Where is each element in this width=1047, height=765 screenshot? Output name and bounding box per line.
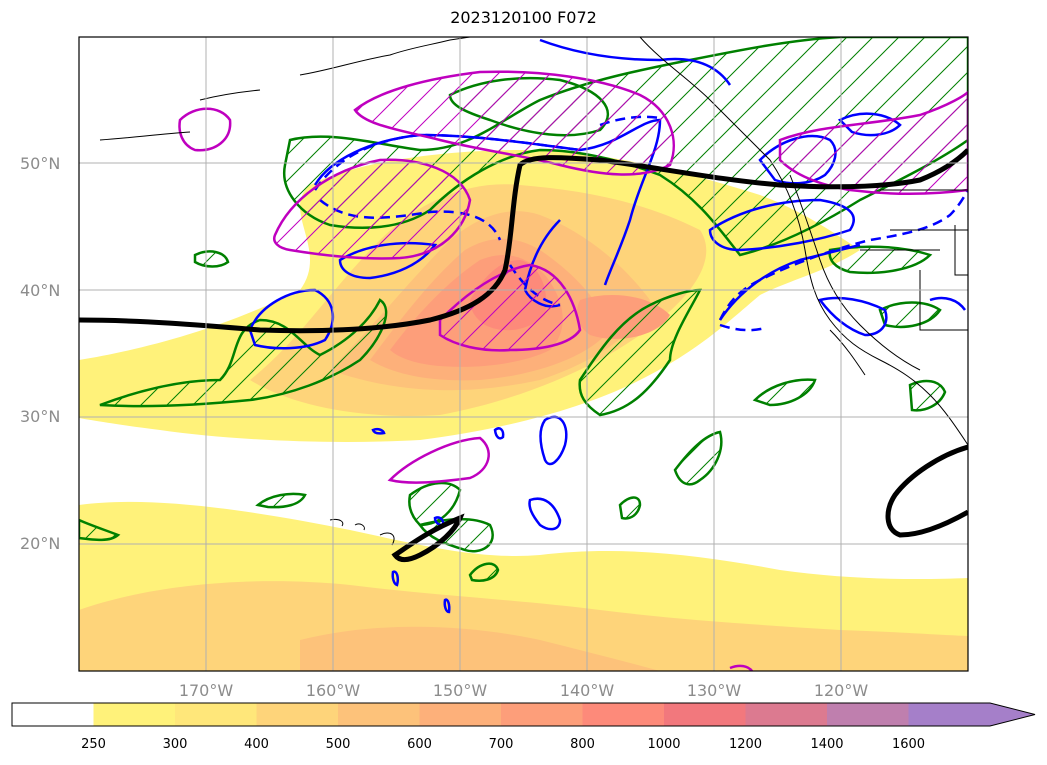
colorbar-segment bbox=[175, 703, 257, 726]
map-frame bbox=[78, 36, 969, 672]
lon-label: 150°W bbox=[432, 681, 488, 700]
lat-label: 30°N bbox=[20, 407, 61, 427]
colorbar-tick-label: 400 bbox=[244, 737, 269, 752]
colorbar-segment bbox=[664, 703, 746, 726]
colorbar-tick-label: 250 bbox=[81, 737, 106, 752]
lon-label: 130°W bbox=[686, 681, 742, 700]
colorbar-tick-label: 1600 bbox=[891, 737, 926, 752]
colorbar-tick-label: 800 bbox=[570, 737, 595, 752]
colorbar-segment bbox=[745, 703, 828, 726]
lat-label: 40°N bbox=[20, 280, 61, 300]
lat-label: 20°N bbox=[20, 534, 61, 554]
lon-label: 140°W bbox=[559, 681, 615, 700]
colorbar-tick-label: 1200 bbox=[728, 737, 763, 752]
colorbar-tick-label: 500 bbox=[325, 737, 351, 752]
colorbar-extend-arrow bbox=[990, 703, 1035, 726]
colorbar-tick-label: 700 bbox=[488, 737, 514, 752]
colorbar-segment bbox=[419, 703, 502, 726]
colorbar-tick-label: 300 bbox=[162, 737, 188, 752]
colorbar-segment bbox=[908, 703, 991, 726]
map-body bbox=[79, 37, 968, 671]
colorbar-segment bbox=[501, 703, 583, 726]
colorbar-tick-label: 1400 bbox=[810, 737, 844, 752]
map-title: 2023120100 F072 bbox=[450, 8, 597, 27]
colorbar bbox=[11, 702, 1036, 727]
colorbar-segment bbox=[338, 703, 420, 726]
gridlines bbox=[79, 37, 968, 671]
colorbar-segment bbox=[582, 703, 665, 726]
colorbar-segment bbox=[93, 703, 176, 726]
colorbar-segment bbox=[256, 703, 339, 726]
colorbar-tick-label: 1000 bbox=[647, 737, 681, 752]
lon-label: 170°W bbox=[178, 681, 234, 700]
magenta-contours bbox=[178, 70, 968, 671]
black-contours bbox=[79, 148, 968, 562]
lat-label: 50°N bbox=[20, 153, 61, 173]
coastlines bbox=[99, 37, 968, 546]
colorbar-outline bbox=[11, 702, 1036, 727]
lon-label: 120°W bbox=[813, 681, 869, 700]
colorbar-tick-label: 600 bbox=[407, 737, 432, 752]
colorbar-segment bbox=[12, 703, 94, 726]
lon-label: 160°W bbox=[305, 681, 361, 700]
colorbar-segment bbox=[827, 703, 909, 726]
